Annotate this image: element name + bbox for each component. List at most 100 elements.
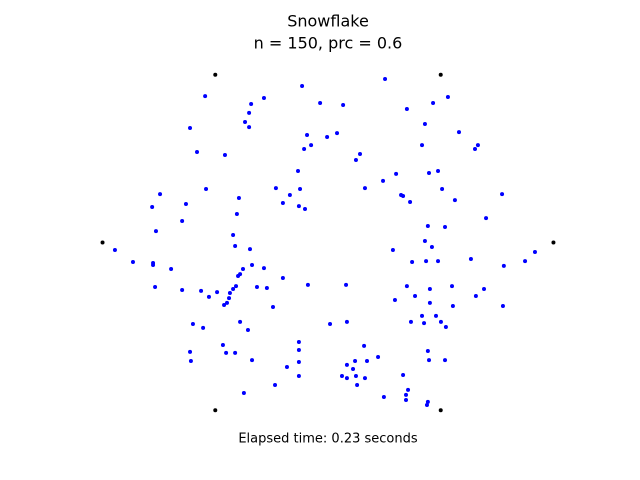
point [201,325,206,330]
point [204,187,209,192]
point [425,399,430,404]
point [482,286,487,291]
point [273,383,278,388]
point [424,259,429,264]
point [249,102,254,107]
point [280,200,285,205]
point [305,282,310,287]
point [404,284,409,289]
point [238,319,243,324]
point [484,216,489,221]
point [153,229,158,234]
point [383,77,388,82]
point [436,259,441,264]
point [438,72,443,77]
point [427,358,432,363]
point [199,288,204,293]
point [213,408,218,413]
point [296,347,301,352]
point [236,274,241,279]
point [231,286,236,291]
point [264,286,269,291]
point [183,201,188,206]
point [341,102,346,107]
point [112,248,117,253]
point [422,238,427,243]
point [429,244,434,249]
point [532,249,537,254]
point [270,304,275,309]
point [224,300,229,305]
point [100,240,105,245]
point [443,324,448,329]
point [203,94,208,99]
point [436,169,441,174]
point [247,110,252,115]
point [250,262,255,267]
point [150,205,155,210]
point [501,263,506,268]
point [353,373,358,378]
point [241,267,246,272]
point [300,84,305,89]
point [440,187,445,192]
point [406,387,411,392]
point [153,285,158,290]
point [243,120,248,125]
point [287,193,292,198]
point [245,328,250,333]
point [401,194,406,199]
point [427,170,432,175]
point [296,169,301,174]
point [381,395,386,400]
point [420,143,425,148]
point [280,275,285,280]
point [500,192,505,197]
point [362,343,367,348]
point [424,402,429,407]
point [227,296,232,301]
point [130,260,135,265]
point [241,390,246,395]
point [473,293,478,298]
chart-subtitle: n = 150, prc = 0.6 [254,34,403,53]
point [381,178,386,183]
elapsed-time: Elapsed time: 0.23 seconds [238,432,418,447]
point [394,171,399,176]
point [450,304,455,309]
point [273,186,278,191]
point [422,121,427,126]
point [450,284,454,289]
point [180,287,185,292]
point [296,204,301,209]
point [222,152,227,157]
point [188,126,193,131]
point [180,219,185,224]
point [325,134,330,139]
point [233,350,238,355]
point [247,125,252,130]
point [410,260,415,265]
point [433,313,438,318]
point [353,157,358,162]
point [318,101,323,106]
point [305,133,310,138]
point [425,348,430,353]
point [261,96,266,101]
point [420,313,425,318]
point [401,372,406,377]
point [475,143,480,148]
point [472,146,477,151]
point [247,247,252,252]
point [427,300,432,305]
point [339,373,344,378]
point [500,304,505,309]
point [236,195,241,200]
point [344,319,349,324]
point [523,259,528,264]
point [404,397,409,402]
point [344,282,349,287]
point [284,365,289,370]
point [169,267,174,272]
point [353,359,358,364]
